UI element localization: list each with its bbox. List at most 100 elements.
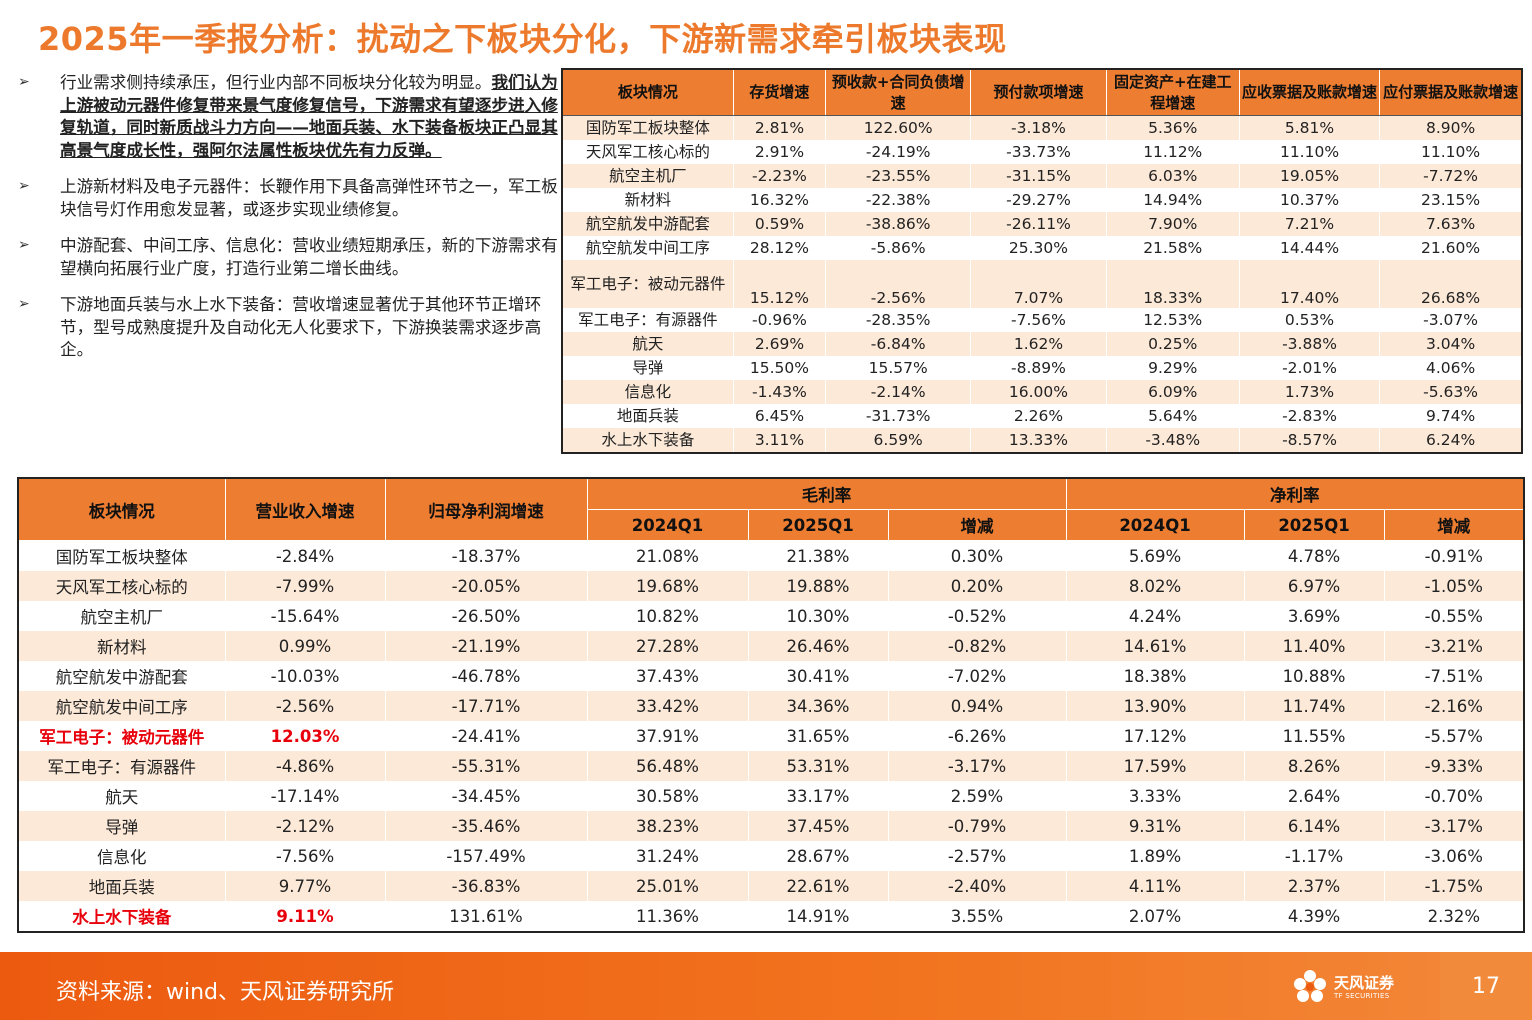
value-cell: 9.31% — [1065, 811, 1245, 841]
flower-logo-icon — [1294, 970, 1326, 1002]
table-row: 军工电子：被动元器件 12.03% -24.41% 37.91% 31.65% -6.26… — [18, 721, 1525, 751]
value-cell: 22.61% — [747, 871, 888, 901]
value-cell: 0.30% — [887, 540, 1067, 571]
value-cell: 30.58% — [586, 781, 748, 811]
table-row: 航空航发中间工序 -2.56% -17.71% 33.42% 34.36% 0.94% 13… — [18, 691, 1525, 721]
value-cell: -0.55% — [1383, 601, 1525, 631]
value-cell: 11.55% — [1243, 721, 1385, 751]
value-cell: 6.59% — [825, 428, 971, 453]
value-cell: 16.32% — [732, 188, 826, 212]
sector-name-cell: 国防军工板块整体 — [562, 115, 734, 140]
sector-name-cell: 航空航发中间工序 — [18, 691, 225, 721]
value-cell: -2.01% — [1238, 356, 1380, 380]
value-cell: -2.56% — [825, 260, 971, 308]
value-cell: -5.57% — [1383, 721, 1525, 751]
value-cell: 37.45% — [747, 811, 888, 841]
value-cell: -26.11% — [970, 212, 1107, 236]
arrow-bullet-icon: ➢ — [18, 296, 30, 312]
value-cell: -3.07% — [1379, 308, 1522, 332]
value-cell: 5.69% — [1065, 540, 1245, 571]
value-cell: -8.57% — [1238, 428, 1380, 453]
value-cell: -1.43% — [732, 380, 826, 404]
sector-name-cell: 航天 — [562, 332, 734, 356]
table-row: 国防军工板块整体 2.81% 122.60% -3.18% 5.36% 5.81% 8.90… — [562, 115, 1522, 140]
bullet-item: ➢ 上游新材料及电子元器件：长鞭作用下具备高弹性环节之一，军工板块信号灯作用愈发… — [18, 176, 560, 221]
sector-name-cell: 导弹 — [562, 356, 734, 380]
value-cell: 21.08% — [586, 540, 748, 571]
table2-subheader-cell: 增减 — [1383, 509, 1525, 541]
value-cell: 6.14% — [1243, 811, 1385, 841]
sector-name-cell: 信息化 — [562, 380, 734, 404]
value-cell: -34.45% — [384, 781, 587, 811]
value-cell: 14.91% — [747, 901, 888, 932]
sector-name-cell: 军工电子：有源器件 — [562, 308, 734, 332]
value-cell: 26.46% — [747, 631, 888, 661]
value-cell: 37.43% — [586, 661, 748, 691]
sector-name-cell: 新材料 — [18, 631, 225, 661]
value-cell: 5.36% — [1105, 115, 1240, 140]
value-cell: 17.59% — [1065, 751, 1245, 781]
value-cell: 0.59% — [732, 212, 826, 236]
value-cell: -35.46% — [384, 811, 587, 841]
page-title: 2025年一季报分析：扰动之下板块分化，下游新需求牵引板块表现 — [38, 20, 1007, 58]
value-cell: 13.33% — [970, 428, 1107, 453]
value-cell: 0.25% — [1105, 332, 1240, 356]
value-cell: 7.07% — [970, 260, 1107, 308]
table-row: 水上水下装备 9.11% 131.61% 11.36% 14.91% 3.55% 2.07%… — [18, 901, 1525, 932]
value-cell: -38.86% — [825, 212, 971, 236]
balance-sheet-growth-table: 板块情况 存货增速 预收款+合同负债增速 预付款项增速 固定资产+在建工程增速 应收票据及… — [561, 68, 1523, 454]
sector-name-cell: 军工电子：被动元器件 — [562, 260, 734, 308]
sector-name-cell: 地面兵装 — [562, 404, 734, 428]
bullet-text: 下游地面兵装与水上水下装备：营收增速显著优于其他环节正增环节，型号成熟度提升及自… — [60, 295, 542, 359]
table-subheader-row: 2024Q1 2025Q1 增减 2024Q1 2025Q1 增减 — [18, 509, 1525, 541]
sector-name-cell: 水上水下装备 — [18, 901, 225, 932]
value-cell: 12.03% — [224, 721, 385, 751]
source-note: 资料来源：wind、天风证券研究所 — [56, 980, 395, 1005]
value-cell: 25.01% — [586, 871, 748, 901]
value-cell: 6.03% — [1105, 164, 1240, 188]
table-row: 新材料 16.32% -22.38% -29.27% 14.94% 10.37% 23.15… — [562, 188, 1522, 212]
sector-name-cell: 航空主机厂 — [562, 164, 734, 188]
value-cell: 11.40% — [1243, 631, 1385, 661]
value-cell: -7.56% — [970, 308, 1107, 332]
value-cell: 2.37% — [1243, 871, 1385, 901]
value-cell: -17.71% — [384, 691, 587, 721]
value-cell: 15.12% — [732, 260, 826, 308]
table-row: 军工电子：被动元器件 15.12% -2.56% 7.07% 18.33% 17.40% 2… — [562, 260, 1522, 308]
logo-subtext: TF SECURITIES — [1334, 992, 1390, 1000]
value-cell: -3.17% — [887, 751, 1067, 781]
value-cell: -5.86% — [825, 236, 971, 260]
value-cell: 5.64% — [1105, 404, 1240, 428]
sector-name-cell: 航空航发中游配套 — [18, 661, 225, 691]
value-cell: 33.17% — [747, 781, 888, 811]
value-cell: -157.49% — [384, 841, 587, 871]
value-cell: 0.99% — [224, 631, 385, 661]
table-row: 航天 -17.14% -34.45% 30.58% 33.17% 2.59% 3.33% 2.… — [18, 781, 1525, 811]
value-cell: 14.44% — [1238, 236, 1380, 260]
value-cell: -20.05% — [384, 571, 587, 601]
value-cell: -23.55% — [825, 164, 971, 188]
value-cell: 21.58% — [1105, 236, 1240, 260]
value-cell: 3.69% — [1243, 601, 1385, 631]
table1-header-cell: 预收款+合同负债增速 — [825, 69, 971, 116]
value-cell: -8.89% — [970, 356, 1107, 380]
page-number-box: 17 — [1440, 952, 1532, 1020]
bullet-bold-text: 我们认为上游被动元器件修复带来景气度修复信号，下游需求有望逐步进入修复轨道，同时… — [60, 73, 558, 160]
value-cell: -0.79% — [887, 811, 1067, 841]
value-cell: -2.23% — [732, 164, 826, 188]
value-cell: 13.90% — [1065, 691, 1245, 721]
sector-name-cell: 航空航发中间工序 — [562, 236, 734, 260]
table-header-row: 板块情况 营业收入增速 归母净利润增速 毛利率 净利率 — [18, 478, 1525, 541]
value-cell: -46.78% — [384, 661, 587, 691]
value-cell: 8.90% — [1379, 115, 1522, 140]
table-row: 地面兵装 9.77% -36.83% 25.01% 22.61% -2.40% 4.11% 2… — [18, 871, 1525, 901]
table1-header-cell: 存货增速 — [732, 69, 826, 116]
value-cell: -3.17% — [1383, 811, 1525, 841]
sector-name-cell: 航天 — [18, 781, 225, 811]
value-cell: -31.15% — [970, 164, 1107, 188]
value-cell: 4.06% — [1379, 356, 1522, 380]
value-cell: -9.33% — [1383, 751, 1525, 781]
value-cell: 4.11% — [1065, 871, 1245, 901]
value-cell: -0.52% — [887, 601, 1067, 631]
value-cell: -26.50% — [384, 601, 587, 631]
